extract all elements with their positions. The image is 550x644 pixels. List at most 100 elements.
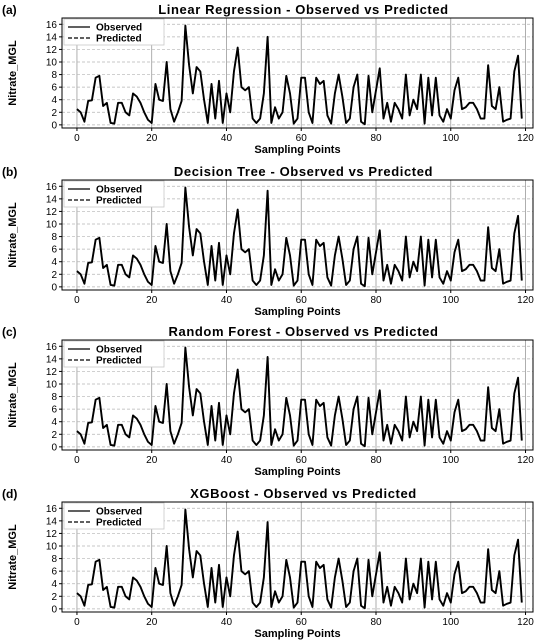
x-tick-label: 120 (517, 133, 534, 144)
chart-title: Decision Tree - Observed vs Predicted (174, 164, 433, 179)
panel-label: (c) (2, 325, 17, 339)
series-line-predicted (76, 24, 523, 125)
legend-label-observed: Observed (96, 345, 142, 356)
x-tick-label: 100 (442, 133, 459, 144)
x-tick-label: 100 (442, 295, 459, 306)
legend-label-observed: Observed (96, 507, 142, 518)
x-axis-label: Sampling Points (254, 144, 340, 156)
chart-panel-d: (d) XGBoost - Observed vs Predicted 0 20 40 6… (0, 484, 550, 644)
y-tick-label: 0 (51, 604, 57, 615)
x-tick-label: 40 (221, 617, 233, 628)
chart-title: Random Forest - Observed vs Predicted (169, 324, 439, 339)
gridlines (62, 340, 533, 450)
y-axis-label: Nitrate_MGL (7, 524, 19, 590)
y-tick-label: 16 (46, 182, 58, 193)
x-tick-label: 20 (146, 617, 158, 628)
y-tick-label: 2 (51, 592, 57, 603)
y-tick-label: 10 (46, 58, 58, 69)
legend-label-predicted: Predicted (96, 196, 142, 207)
y-tick-label: 12 (46, 529, 58, 540)
plot-frame (61, 17, 534, 129)
legend-box (63, 340, 165, 368)
panel-label: (a) (2, 3, 17, 17)
plot-frame (61, 179, 534, 291)
x-axis-label: Sampling Points (254, 466, 340, 478)
x-tick-label: 40 (221, 133, 233, 144)
y-tick-label: 16 (46, 342, 58, 353)
plot-frame (61, 501, 534, 613)
legend-box (63, 502, 165, 530)
x-tick-label: 80 (370, 617, 382, 628)
legend-label-predicted: Predicted (96, 34, 142, 45)
y-tick-label: 16 (46, 504, 58, 515)
y-tick-label: 8 (51, 554, 57, 565)
chart-title: Linear Regression - Observed vs Predicte… (158, 2, 448, 17)
y-tick-label: 12 (46, 367, 58, 378)
y-tick-label: 10 (46, 380, 58, 391)
x-tick-label: 80 (370, 133, 382, 144)
legend-label-predicted: Predicted (96, 356, 142, 367)
y-tick-label: 4 (51, 579, 57, 590)
x-tick-label: 120 (517, 617, 534, 628)
y-tick-label: 0 (51, 120, 57, 131)
legend-box (63, 180, 165, 208)
legend-label-predicted: Predicted (96, 518, 142, 529)
x-tick-label: 100 (442, 617, 459, 628)
chart-svg: (a) Linear Regression - Observed vs Predi… (2, 2, 534, 156)
plot-frame (61, 339, 534, 451)
x-tick-label: 20 (146, 133, 158, 144)
x-tick-label: 120 (517, 295, 534, 306)
x-tick-label: 80 (370, 295, 382, 306)
y-tick-label: 4 (51, 95, 57, 106)
y-tick-label: 6 (51, 567, 57, 578)
x-axis-label: Sampling Points (254, 628, 340, 640)
panel-label: (b) (2, 165, 17, 179)
x-tick-label: 60 (296, 133, 308, 144)
y-tick-label: 2 (51, 430, 57, 441)
y-tick-label: 8 (51, 70, 57, 81)
x-tick-label: 0 (74, 617, 80, 628)
x-tick-label: 40 (221, 295, 233, 306)
y-tick-label: 0 (51, 282, 57, 293)
x-tick-label: 20 (146, 295, 158, 306)
y-tick-label: 0 (51, 442, 57, 453)
y-axis-label: Nitrate_MGL (7, 202, 19, 268)
y-tick-label: 12 (46, 45, 58, 56)
series-line-predicted (76, 508, 523, 609)
series-line-predicted (76, 186, 523, 287)
y-tick-label: 14 (46, 32, 58, 43)
chart-panel-a: (a) Linear Regression - Observed vs Predi… (0, 0, 550, 160)
chart-panel-b: (b) Decision Tree - Observed vs Predicted… (0, 162, 550, 322)
x-tick-label: 0 (74, 133, 80, 144)
chart-svg: (b) Decision Tree - Observed vs Predicted… (2, 164, 534, 318)
y-tick-label: 4 (51, 417, 57, 428)
y-tick-label: 6 (51, 405, 57, 416)
legend-box (63, 18, 165, 46)
y-tick-label: 12 (46, 207, 58, 218)
legend-label-observed: Observed (96, 23, 142, 34)
x-tick-label: 60 (296, 295, 308, 306)
x-tick-label: 120 (517, 455, 534, 466)
x-tick-label: 0 (74, 295, 80, 306)
y-tick-label: 8 (51, 232, 57, 243)
y-tick-label: 6 (51, 83, 57, 94)
x-tick-label: 60 (296, 455, 308, 466)
y-tick-label: 14 (46, 354, 58, 365)
y-tick-label: 6 (51, 245, 57, 256)
y-tick-label: 10 (46, 220, 58, 231)
x-axis-label: Sampling Points (254, 306, 340, 318)
chart-title: XGBoost - Observed vs Predicted (190, 486, 417, 501)
y-axis-label: Nitrate_MGL (7, 362, 19, 428)
x-tick-label: 60 (296, 617, 308, 628)
y-tick-label: 8 (51, 392, 57, 403)
y-tick-label: 16 (46, 20, 58, 31)
y-tick-label: 14 (46, 516, 58, 527)
y-tick-label: 10 (46, 542, 58, 553)
series-line-predicted (76, 346, 523, 447)
y-axis-label: Nitrate_MGL (7, 40, 19, 106)
